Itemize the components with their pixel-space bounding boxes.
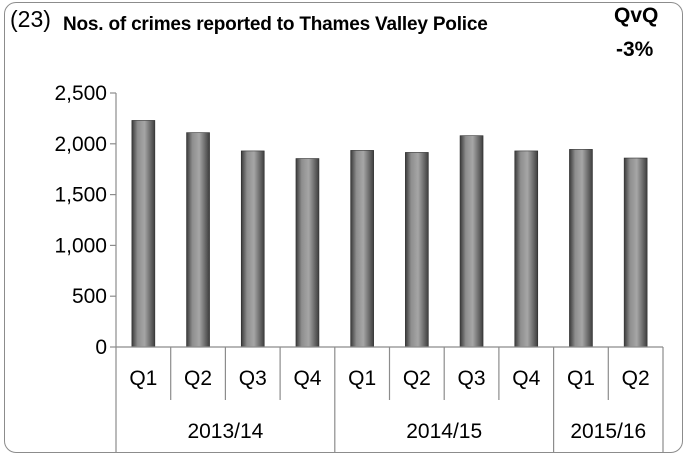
- bar: [569, 149, 593, 348]
- bar: [186, 132, 210, 348]
- x-tick-label: Q3: [239, 367, 267, 390]
- x-group-label: 2013/14: [187, 420, 263, 443]
- change-label: QvQ: [614, 4, 659, 27]
- x-tick-label: Q2: [622, 367, 650, 390]
- x-tick-label: Q2: [184, 367, 212, 390]
- x-tick-label: Q1: [348, 367, 376, 390]
- axes-layer: 0 500 1,000 1,500 2,000 2,500 Q1 Q2 Q3 Q4 Q1 Q2 Q3 Q4…: [54, 82, 664, 452]
- y-tick-label: 1,500: [54, 184, 107, 207]
- change-value: -3%: [616, 38, 654, 61]
- bar: [459, 135, 484, 348]
- x-tick-label: Q4: [512, 367, 540, 390]
- x-tick-label: Q3: [458, 367, 486, 390]
- bar: [131, 120, 156, 348]
- bar: [240, 150, 265, 348]
- bar: [350, 150, 374, 348]
- y-tick-label: 500: [72, 285, 107, 308]
- x-tick-label: Q1: [567, 367, 595, 390]
- chart-title: Nos. of crimes reported to Thames Valley…: [63, 14, 488, 35]
- bar: [295, 158, 320, 348]
- y-tick-label: 1,000: [54, 234, 107, 257]
- bar: [405, 152, 429, 348]
- y-tick-label: 0: [95, 336, 107, 359]
- y-tick-label: 2,000: [54, 133, 107, 156]
- x-tick-label: Q1: [129, 367, 157, 390]
- y-tick-label: 2,500: [54, 82, 107, 105]
- x-tick-label: Q2: [403, 367, 431, 390]
- bar: [623, 157, 648, 348]
- chart-number: (23): [10, 6, 51, 32]
- x-group-label: 2014/15: [406, 420, 482, 443]
- bar: [514, 150, 539, 348]
- x-group-label: 2015/16: [570, 420, 646, 443]
- bars-layer: [131, 120, 648, 348]
- x-tick-label: Q4: [293, 367, 321, 390]
